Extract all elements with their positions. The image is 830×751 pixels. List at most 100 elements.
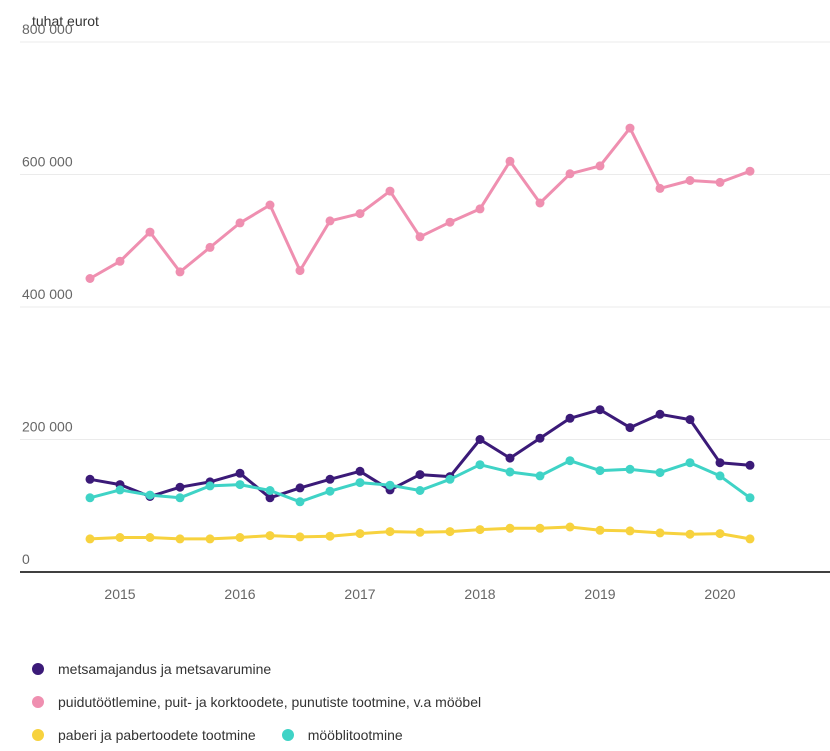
data-point — [355, 478, 365, 488]
legend-marker-icon — [32, 728, 44, 741]
y-axis-ticks: 0 200 000 400 000 600 000 800 000 — [22, 21, 73, 567]
data-point — [355, 529, 365, 539]
data-point — [235, 468, 245, 478]
data-point — [745, 166, 755, 176]
series-2 — [85, 456, 755, 507]
data-point — [475, 204, 485, 214]
data-point — [85, 274, 95, 283]
legend-item[interactable]: paberi ja pabertoodete tootmine — [32, 727, 256, 743]
data-point — [505, 453, 515, 463]
data-point — [595, 405, 605, 415]
y-tick-label: 200 000 — [22, 419, 73, 435]
data-point — [115, 256, 125, 266]
legend-item[interactable]: mööblitootmine — [281, 727, 403, 743]
data-point — [235, 533, 245, 542]
y-tick-label: 600 000 — [22, 154, 73, 170]
series-line — [88, 126, 752, 280]
data-point — [385, 480, 395, 490]
legend-marker-icon — [32, 695, 44, 708]
data-point — [175, 482, 185, 492]
data-point — [685, 176, 695, 185]
x-tick-label: 2018 — [464, 586, 495, 600]
x-tick-label: 2020 — [704, 586, 735, 600]
data-point — [415, 232, 425, 242]
data-point — [535, 471, 545, 481]
data-point — [385, 527, 395, 537]
data-point — [445, 217, 455, 227]
y-axis-unit-label: tuhat eurot — [32, 13, 99, 29]
series-line — [88, 408, 752, 500]
data-point — [535, 523, 545, 533]
data-point — [85, 474, 95, 484]
data-point — [625, 423, 635, 433]
data-point — [685, 458, 695, 468]
data-point — [565, 456, 575, 466]
data-point — [715, 458, 725, 468]
y-tick-label: 400 000 — [22, 286, 73, 302]
x-tick-label: 2017 — [344, 586, 375, 600]
data-point — [535, 433, 545, 443]
data-point — [655, 468, 665, 478]
series-0 — [85, 123, 755, 283]
data-point — [175, 534, 185, 544]
data-point — [505, 523, 515, 533]
data-point — [715, 529, 725, 539]
data-point — [355, 466, 365, 476]
line-chart: tuhat eurot 0 200 000 400 000 600 000 800 00… — [20, 13, 830, 600]
legend: metsamajandus ja metsavarumine puidutöötl… — [32, 652, 812, 751]
x-tick-label: 2016 — [224, 586, 255, 600]
data-point — [565, 413, 575, 423]
data-point — [715, 471, 725, 481]
data-point — [625, 526, 635, 536]
y-tick-label: 0 — [22, 551, 30, 567]
legend-label: paberi ja pabertoodete tootmine — [58, 726, 256, 743]
data-point — [685, 415, 695, 425]
data-point — [265, 531, 275, 541]
data-point — [475, 525, 485, 535]
x-tick-label: 2019 — [584, 586, 615, 600]
legend-item[interactable]: puidutöötlemine, puit- ja korktoodete, p… — [32, 694, 481, 710]
data-point — [565, 522, 575, 532]
data-point — [715, 177, 725, 187]
data-point — [565, 169, 575, 179]
data-point — [265, 200, 275, 210]
x-tick-label: 2015 — [104, 586, 135, 600]
data-point — [295, 532, 305, 542]
data-point — [595, 466, 605, 476]
data-point — [415, 527, 425, 537]
series-3 — [85, 522, 755, 544]
data-point — [145, 490, 155, 500]
data-point — [145, 227, 155, 237]
data-point — [655, 183, 665, 193]
data-point — [325, 474, 335, 484]
series-lines — [85, 123, 755, 544]
data-point — [235, 480, 245, 490]
data-point — [535, 198, 545, 208]
legend-marker-icon — [32, 662, 44, 675]
data-point — [265, 486, 275, 495]
data-point — [745, 534, 755, 544]
legend-item[interactable]: metsamajandus ja metsavarumine — [32, 661, 271, 677]
data-point — [625, 123, 635, 133]
data-point — [235, 218, 245, 228]
data-point — [745, 493, 755, 503]
legend-label: puidutöötlemine, puit- ja korktoodete, p… — [58, 693, 482, 710]
data-point — [295, 266, 305, 276]
data-point — [175, 267, 185, 277]
data-point — [115, 485, 125, 495]
data-point — [295, 497, 305, 507]
data-point — [355, 209, 365, 219]
data-point — [445, 527, 455, 537]
data-point — [655, 409, 665, 419]
data-point — [325, 216, 335, 226]
data-point — [475, 460, 485, 470]
data-point — [415, 470, 425, 480]
series-line — [88, 459, 752, 504]
data-point — [265, 493, 275, 503]
legend-marker-icon — [281, 728, 294, 741]
data-point — [145, 533, 155, 542]
data-point — [595, 161, 605, 171]
data-point — [295, 483, 305, 493]
data-point — [685, 529, 695, 539]
data-point — [595, 525, 605, 535]
